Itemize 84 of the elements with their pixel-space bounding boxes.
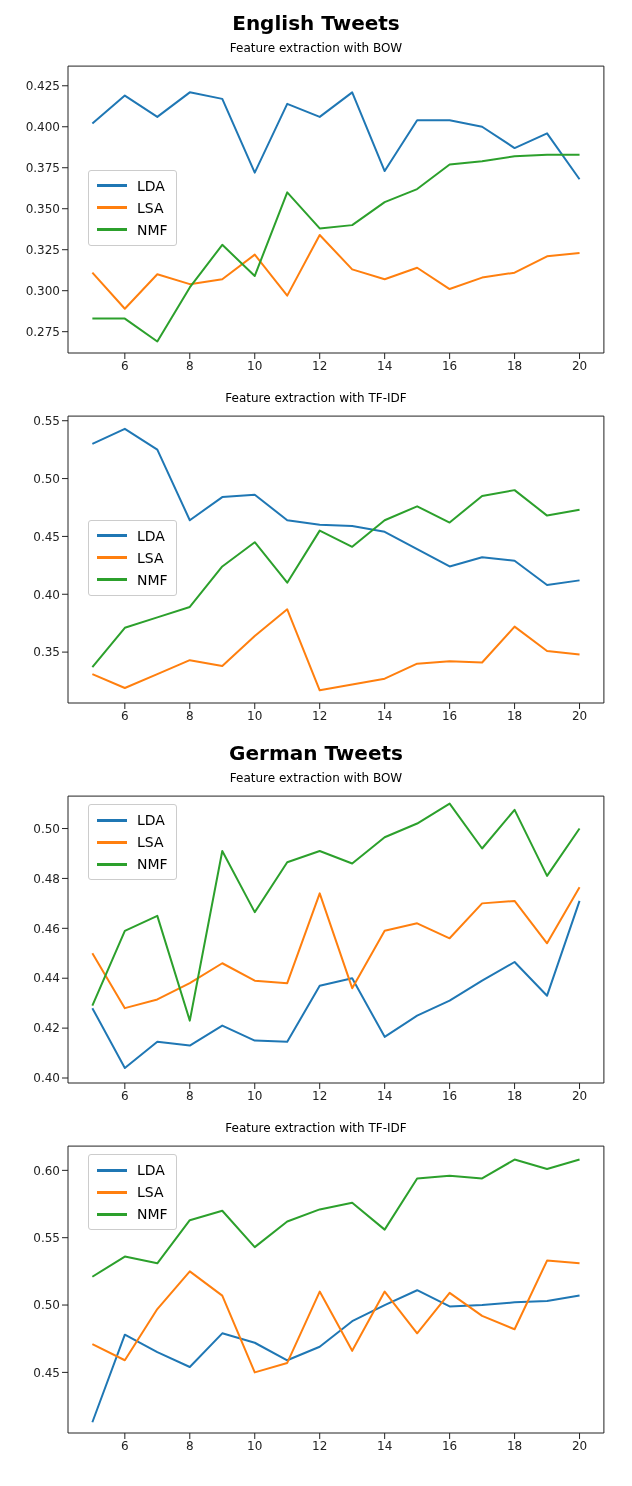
x-tick-label: 6: [121, 708, 129, 723]
y-tick-label: 0.46: [33, 921, 60, 936]
chart-subtitle: Feature extraction with TF-IDF: [224, 390, 408, 407]
x-tick-label: 20: [571, 1088, 588, 1103]
legend-label: LSA: [137, 199, 164, 216]
x-tick-label: 10: [247, 358, 263, 373]
y-tick-label: 0.425: [25, 79, 60, 94]
legend-label: LDA: [137, 812, 165, 828]
line-series: [91, 1158, 581, 1278]
legend-label: LDA: [137, 177, 165, 194]
x-tick-label: 16: [441, 1438, 458, 1453]
x-tick-label: 18: [506, 708, 523, 723]
y-tick-label: 0.325: [25, 242, 60, 257]
x-tick-label: 8: [185, 708, 194, 723]
x-tick-label: 12: [312, 708, 328, 723]
y-tick-label: 0.400: [25, 120, 60, 135]
chart-title: English Tweets: [231, 10, 401, 37]
legend-label: LDA: [137, 527, 165, 544]
legend-label: LDA: [137, 1162, 165, 1178]
line-series: [91, 802, 581, 1022]
y-tick-label: 0.55: [33, 413, 60, 428]
legend-label: NMF: [137, 571, 168, 588]
x-tick-label: 14: [377, 1438, 393, 1453]
x-tick-label: 6: [121, 1088, 129, 1103]
y-tick-label: 0.275: [25, 324, 60, 339]
line-series: [91, 1289, 581, 1424]
x-tick-label: 18: [506, 358, 523, 373]
y-tick-label: 0.350: [25, 201, 60, 216]
y-tick-label: 0.48: [33, 871, 60, 886]
legend-label: NMF: [137, 221, 168, 238]
y-tick-label: 0.300: [25, 283, 60, 298]
legend-label: NMF: [137, 1206, 168, 1222]
x-tick-label: 10: [247, 1438, 263, 1453]
x-tick-label: 20: [571, 708, 588, 723]
line-series: [91, 153, 581, 343]
x-tick-label: 14: [377, 708, 393, 723]
y-tick-label: 0.44: [33, 971, 60, 986]
x-tick-label: 18: [506, 1088, 523, 1103]
x-tick-label: 12: [312, 1088, 328, 1103]
line-series: [91, 1259, 581, 1374]
x-tick-label: 8: [185, 1088, 194, 1103]
x-tick-label: 20: [571, 1438, 588, 1453]
y-tick-label: 0.45: [33, 1365, 60, 1380]
line-series: [91, 899, 581, 1070]
x-tick-label: 14: [377, 358, 393, 373]
chart-subtitle: Feature extraction with BOW: [228, 770, 404, 787]
chart-subtitle: Feature extraction with BOW: [228, 40, 404, 57]
line-series: [91, 489, 581, 669]
y-tick-label: 0.40: [33, 1071, 60, 1086]
x-tick-label: 12: [312, 358, 328, 373]
x-tick-label: 20: [571, 358, 588, 373]
x-tick-label: 10: [247, 1088, 263, 1103]
legend-label: LSA: [137, 1184, 164, 1200]
y-tick-label: 0.35: [33, 645, 60, 660]
line-series: [91, 886, 581, 1010]
x-tick-label: 14: [377, 1088, 393, 1103]
x-tick-label: 6: [121, 358, 129, 373]
x-tick-label: 8: [185, 358, 194, 373]
x-tick-label: 8: [185, 1438, 194, 1453]
x-tick-label: 6: [121, 1438, 129, 1453]
x-tick-label: 16: [441, 358, 458, 373]
y-tick-label: 0.45: [33, 529, 60, 544]
y-tick-label: 0.50: [33, 821, 60, 836]
x-tick-label: 18: [506, 1438, 523, 1453]
legend-label: LSA: [137, 549, 164, 566]
y-tick-label: 0.50: [33, 1298, 60, 1313]
legend-label: LSA: [137, 834, 164, 850]
line-series: [91, 91, 581, 181]
y-tick-label: 0.375: [25, 161, 60, 175]
line-series: [91, 427, 581, 586]
line-series: [91, 233, 581, 310]
line-series: [91, 608, 581, 692]
y-tick-label: 0.50: [33, 471, 60, 486]
chart-title: German Tweets: [228, 740, 404, 767]
x-tick-label: 12: [312, 1438, 328, 1453]
y-tick-label: 0.60: [33, 1163, 60, 1178]
y-tick-label: 0.55: [33, 1230, 60, 1245]
chart-subtitle: Feature extraction with TF-IDF: [224, 1120, 408, 1137]
y-tick-label: 0.42: [33, 1021, 60, 1036]
legend-label: NMF: [137, 856, 168, 872]
y-tick-label: 0.40: [33, 587, 60, 602]
x-tick-label: 10: [247, 708, 263, 723]
x-tick-label: 16: [441, 1088, 458, 1103]
x-tick-label: 16: [441, 708, 458, 723]
